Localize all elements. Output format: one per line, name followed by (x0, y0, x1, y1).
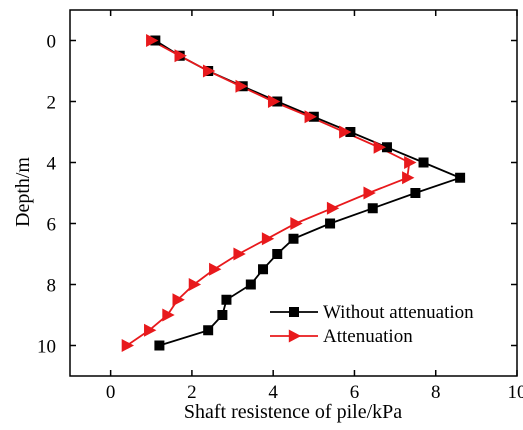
x-tick-label: 10 (508, 382, 523, 403)
marker-attenuation (202, 64, 216, 78)
marker-attenuation (146, 34, 159, 47)
marker-attenuation (121, 339, 135, 352)
marker-attenuation (174, 49, 187, 63)
marker-attenuation (304, 110, 317, 124)
marker-without-attenuation (418, 157, 429, 168)
marker-attenuation (267, 95, 281, 108)
marker-attenuation (326, 201, 340, 215)
marker-without-attenuation (245, 279, 256, 290)
marker-without-attenuation (288, 233, 299, 244)
marker-without-attenuation (258, 264, 269, 275)
marker-attenuation (172, 293, 185, 307)
marker-without-attenuation (325, 218, 336, 229)
y-tick-label: 6 (47, 215, 57, 236)
marker-attenuation (144, 323, 157, 337)
legend-label-without-attenuation: Without attenuation (323, 302, 474, 323)
legend-marker-without-attenuation (289, 307, 299, 317)
marker-without-attenuation (381, 142, 392, 153)
marker-attenuation (261, 232, 275, 246)
marker-without-attenuation (410, 188, 421, 198)
x-tick-label: 6 (350, 382, 360, 403)
marker-without-attenuation (217, 310, 228, 320)
marker-without-attenuation (154, 340, 165, 351)
x-tick-label: 8 (431, 382, 441, 403)
marker-attenuation (209, 262, 222, 276)
x-tick-label: 2 (187, 382, 197, 403)
marker-attenuation (373, 140, 386, 154)
series-markers (121, 34, 466, 352)
x-axis-title: Shaft resistence of pile/kPa (184, 401, 402, 423)
y-tick-label: 2 (47, 93, 57, 114)
marker-attenuation (233, 247, 246, 261)
marker-attenuation (188, 278, 202, 291)
marker-attenuation (363, 186, 376, 200)
marker-without-attenuation (455, 172, 466, 183)
axis-ticks (70, 10, 518, 376)
marker-without-attenuation (272, 249, 283, 259)
x-tick-label: 0 (106, 382, 116, 403)
marker-attenuation (162, 308, 175, 322)
y-tick-label: 0 (47, 32, 57, 53)
marker-without-attenuation (367, 203, 378, 214)
marker-without-attenuation (203, 325, 214, 336)
y-axis-title: Depth/m (12, 157, 34, 227)
legend-label-attenuation: Attenuation (323, 326, 413, 347)
legend: Without attenuation Attenuation (270, 302, 474, 347)
x-tick-label: 4 (268, 382, 278, 403)
marker-attenuation (404, 156, 417, 169)
y-tick-label: 10 (37, 337, 56, 358)
marker-attenuation (290, 217, 303, 230)
axis-tick-labels: 0 2 4 6 8 10 0 2 4 6 8 10 (37, 32, 523, 404)
y-tick-label: 8 (47, 276, 57, 297)
marker-attenuation (402, 171, 415, 185)
marker-attenuation (235, 79, 248, 93)
marker-without-attenuation (221, 294, 232, 305)
plot-frame (69, 9, 518, 377)
marker-attenuation (339, 125, 352, 139)
y-tick-label: 4 (47, 154, 57, 175)
legend-marker-attenuation (288, 329, 302, 343)
